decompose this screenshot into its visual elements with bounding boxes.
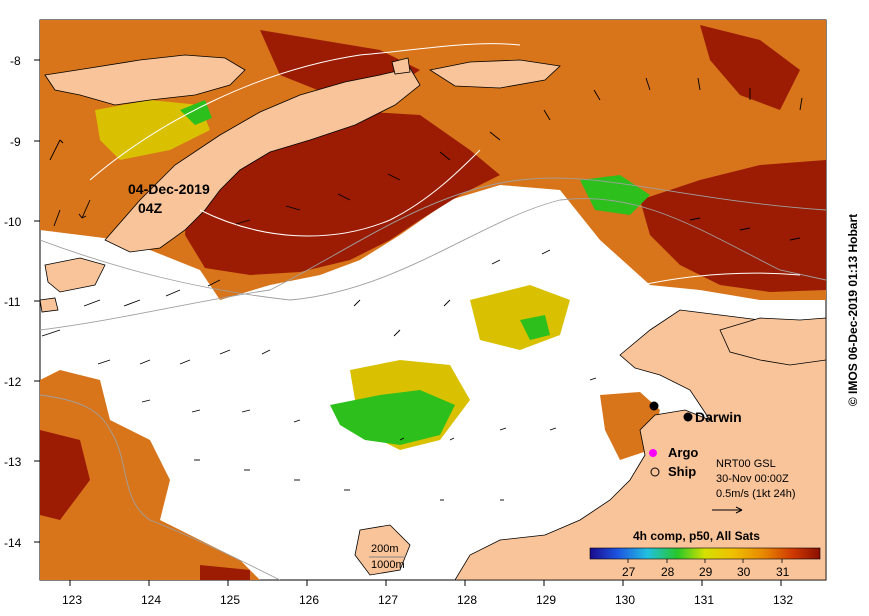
credit-label: © IMOS 06-Dec-2019 01:13 Hobart — [846, 213, 860, 407]
y-tick-label: -13 — [4, 455, 22, 469]
x-tick-label: 126 — [299, 593, 319, 607]
colorbar-tick-label: 30 — [737, 565, 751, 579]
ship-marker — [650, 467, 660, 477]
colorbar-tick-label: 28 — [661, 565, 675, 579]
bathy-label-200m: 200m — [371, 543, 399, 555]
sst-front-lines — [89, 43, 801, 291]
y-tick-label: -12 — [4, 375, 22, 389]
time-label: 04Z — [138, 200, 163, 216]
colorbar-tick-label: 31 — [776, 565, 790, 579]
small-island-3 — [40, 297, 59, 313]
x-tick-label: 131 — [694, 593, 714, 607]
alor-island — [44, 54, 246, 106]
credit-text: © IMOS 06-Dec-2019 01:13 Hobart — [846, 214, 860, 406]
argo-label: Argo — [668, 445, 698, 460]
colorbar-ticks — [627, 559, 783, 563]
bottom-left-land — [354, 524, 411, 576]
ship-label: Ship — [668, 464, 696, 479]
small-island-1 — [391, 57, 411, 75]
x-tick-label: 130 — [615, 593, 635, 607]
land — [40, 54, 826, 580]
x-tick-label: 127 — [378, 593, 398, 607]
axis-tick-marks — [34, 59, 782, 586]
x-tick-label: 129 — [536, 593, 556, 607]
y-tick-label: -11 — [4, 295, 21, 309]
colorbar-tick-label: 29 — [699, 565, 713, 579]
bathymetry-contours — [40, 177, 826, 580]
wetar-island — [428, 59, 561, 89]
small-island-2 — [44, 257, 106, 293]
ship-track-marker — [649, 401, 659, 411]
y-tick-label: -14 — [4, 536, 22, 550]
current-vectors — [41, 77, 803, 501]
y-tick-label: -8 — [10, 54, 21, 68]
darwin-marker — [683, 412, 693, 422]
scale-arrow — [712, 506, 743, 514]
colorbar — [589, 547, 821, 560]
bathy-label-1000m: 1000m — [371, 559, 405, 571]
info-line-3: 0.5m/s (1kt 24h) — [716, 488, 795, 500]
x-tick-label: 124 — [141, 593, 161, 607]
x-tick-label: 125 — [220, 593, 240, 607]
x-tick-label: 132 — [773, 593, 793, 607]
date-label: 04-Dec-2019 — [128, 181, 210, 197]
x-tick-label: 123 — [62, 593, 82, 607]
argo-marker — [649, 449, 657, 457]
timor-island — [104, 67, 421, 253]
darwin-label: Darwin — [695, 409, 742, 425]
info-line-1: NRT00 GSL — [716, 458, 776, 470]
x-tick-label: 128 — [457, 593, 477, 607]
y-tick-label: -10 — [4, 215, 22, 229]
colorbar-tick-label: 27 — [622, 565, 636, 579]
tiwi-islands — [719, 317, 826, 366]
y-tick-label: -9 — [10, 135, 21, 149]
colorbar-title: 4h comp, p50, All Sats — [633, 529, 760, 543]
info-line-2: 30-Nov 00:00Z — [716, 473, 789, 485]
